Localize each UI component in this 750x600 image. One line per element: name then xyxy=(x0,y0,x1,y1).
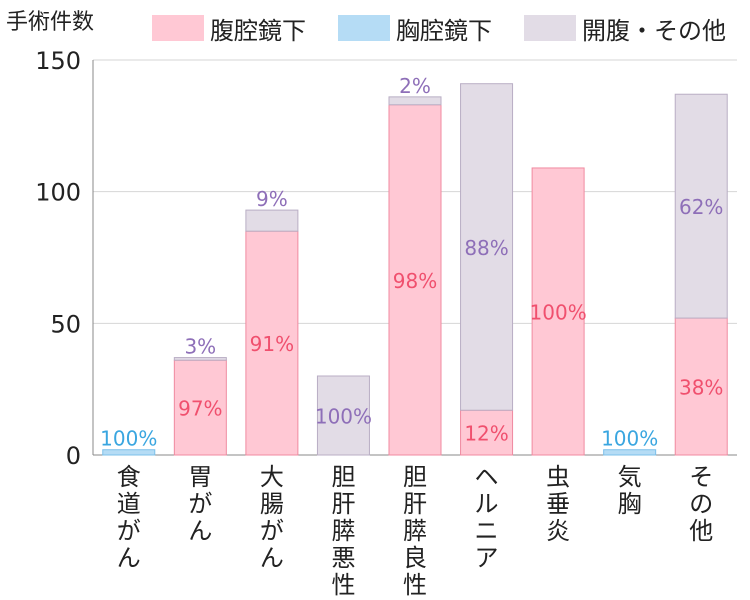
y-tick-label: 100 xyxy=(35,179,81,207)
data-label: 9% xyxy=(256,187,288,211)
legend-swatch-laparoscopic xyxy=(152,15,204,41)
data-label: 100% xyxy=(100,427,157,451)
legend-item-laparoscopic: 腹腔鏡下 xyxy=(152,14,306,45)
y-tick-label: 0 xyxy=(66,442,81,470)
x-tick-label: 食道がん xyxy=(117,463,141,572)
x-tick-label: 虫垂炎 xyxy=(546,463,570,545)
x-tick-label: ヘルニア xyxy=(475,463,499,572)
y-tick-label: 50 xyxy=(50,310,81,338)
x-tick-label: 胃がん xyxy=(188,463,212,545)
x-tick-label: 胆肝膵悪性 xyxy=(331,463,355,599)
bar-segment xyxy=(531,167,585,456)
legend-label-laparoscopic: 腹腔鏡下 xyxy=(210,16,306,45)
x-tick-label: 気胸 xyxy=(618,463,642,518)
data-label: 98% xyxy=(393,269,437,293)
legend-label-open-other: 開腹・その他 xyxy=(582,16,726,45)
bar-segment xyxy=(388,104,442,456)
bar-segment xyxy=(316,375,370,456)
bar-segment xyxy=(245,209,299,232)
legend-swatch-open-other xyxy=(524,15,576,41)
legend-label-thoracoscopic: 胸腔鏡下 xyxy=(396,16,492,45)
legend-item-thoracoscopic: 胸腔鏡下 xyxy=(338,14,492,45)
bar-segment xyxy=(674,93,728,319)
bar-segment xyxy=(173,359,227,456)
x-tick-label: その他 xyxy=(689,463,713,545)
data-label: 100% xyxy=(530,300,587,324)
data-label: 100% xyxy=(601,427,658,451)
y-axis-label: 手術件数 xyxy=(6,10,95,35)
data-label: 91% xyxy=(250,332,294,356)
legend-item-open-other: 開腹・その他 xyxy=(524,14,726,45)
data-label: 97% xyxy=(178,397,222,421)
data-label: 62% xyxy=(679,195,723,219)
data-label: 3% xyxy=(184,335,216,359)
x-tick-label: 胆肝膵良性 xyxy=(403,463,427,599)
legend: 腹腔鏡下 胸腔鏡下 開腹・その他 xyxy=(0,8,750,48)
bar-segment xyxy=(603,449,657,456)
data-label: 2% xyxy=(399,74,431,98)
bar-segment xyxy=(388,96,442,106)
legend-swatch-thoracoscopic xyxy=(338,15,390,41)
data-label: 38% xyxy=(679,376,723,400)
bar-segment xyxy=(460,83,514,411)
bar-segment xyxy=(173,357,227,361)
bar-segment xyxy=(102,449,156,456)
data-label: 12% xyxy=(464,422,508,446)
data-label: 88% xyxy=(464,236,508,260)
bar-segment xyxy=(245,230,299,456)
data-label: 100% xyxy=(315,405,372,429)
x-tick-label: 大腸がん xyxy=(260,463,284,572)
y-tick-label: 150 xyxy=(35,47,81,75)
bar-segment xyxy=(674,317,728,456)
